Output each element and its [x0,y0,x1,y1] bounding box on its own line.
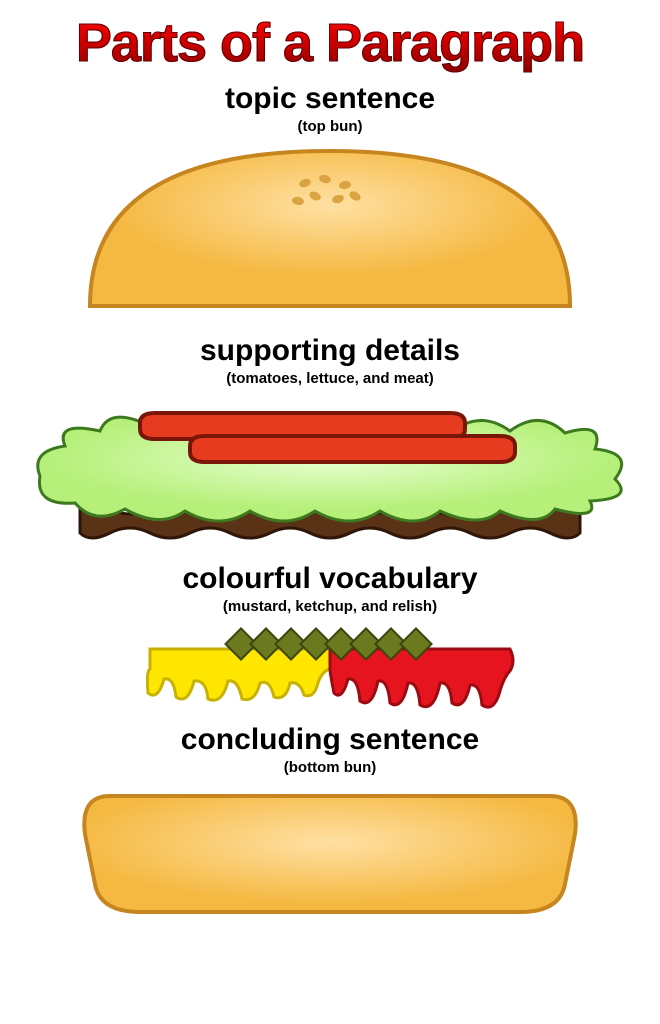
condiments-icon [90,621,570,721]
bottom-bun-icon [50,784,610,924]
vocabulary-label: colourful vocabulary [0,562,660,596]
topic-label: topic sentence [0,82,660,116]
concluding-sub: (bottom bun) [0,759,660,776]
fillings-icon [20,391,640,556]
supporting-sub: (tomatoes, lettuce, and meat) [0,370,660,387]
vocabulary-sub: (mustard, ketchup, and relish) [0,598,660,615]
page-title: Parts of a Paragraph [0,0,660,74]
concluding-label: concluding sentence [0,723,660,757]
section-concluding: concluding sentence (bottom bun) [0,723,660,924]
section-supporting: supporting details (tomatoes, lettuce, a… [0,334,660,556]
top-bun-icon [50,141,610,316]
section-vocabulary: colourful vocabulary (mustard, ketchup, … [0,562,660,721]
supporting-label: supporting details [0,334,660,368]
section-topic: topic sentence (top bun) [0,82,660,316]
topic-sub: (top bun) [0,118,660,135]
